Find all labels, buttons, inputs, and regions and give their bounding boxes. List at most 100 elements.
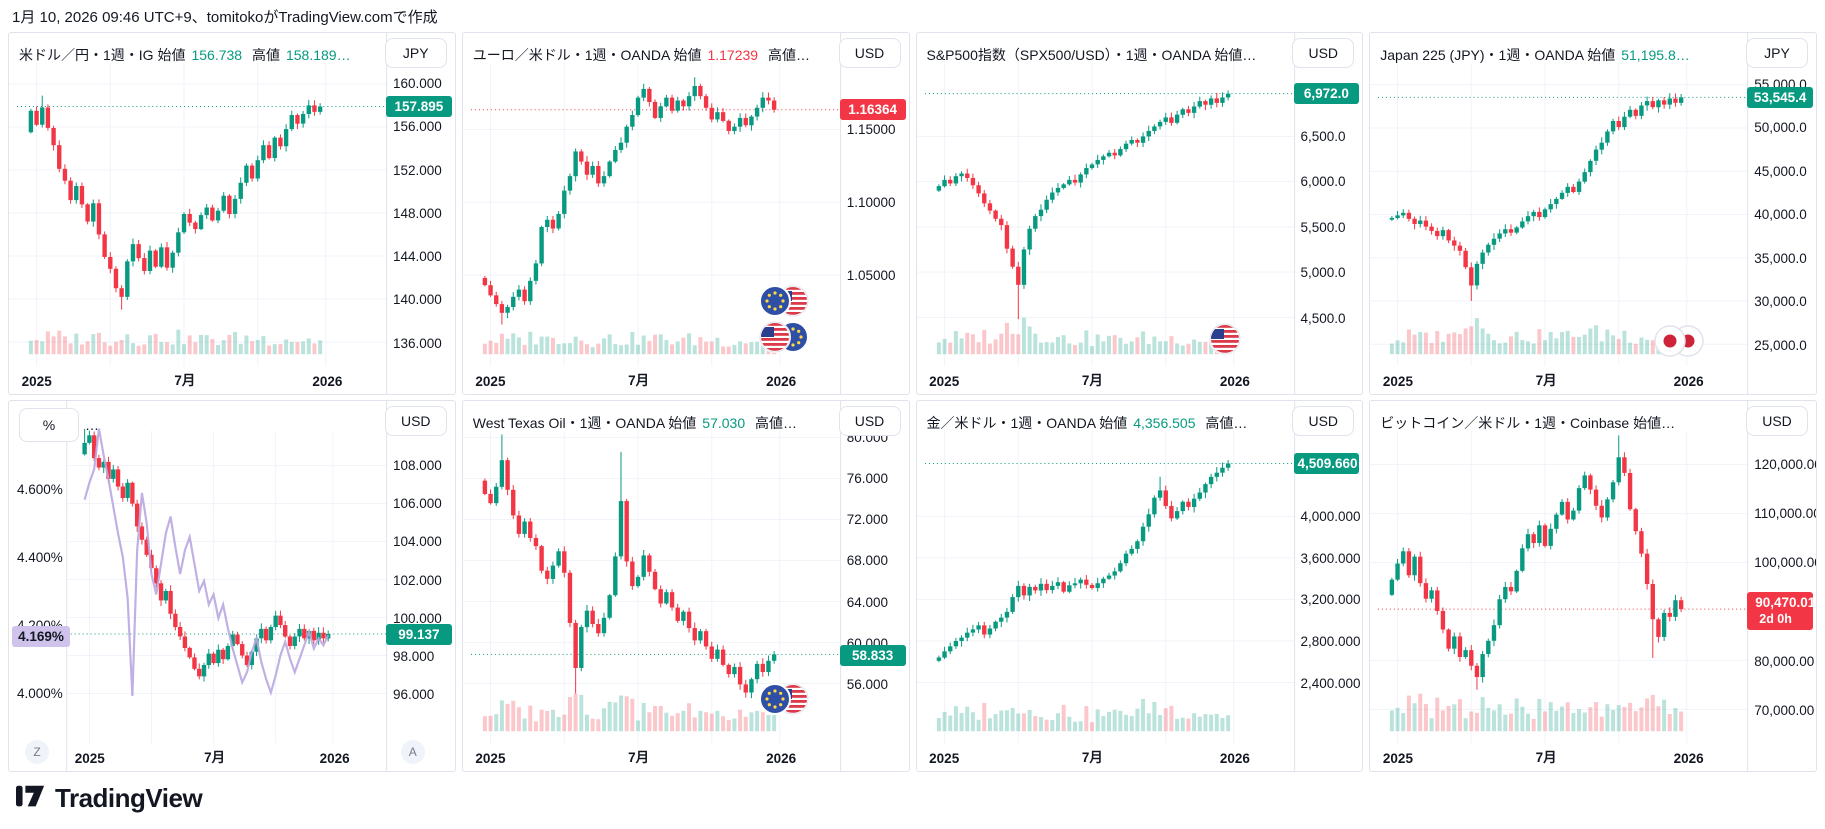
y-tick-label: 100,000.00 bbox=[1754, 555, 1817, 570]
legend-btcusd[interactable]: ビットコイン／米ドル・1週・Coinbase 始値… bbox=[1380, 408, 1730, 438]
title-segment: 1.17239 bbox=[707, 47, 759, 63]
time-scale-jp225[interactable]: 2025 7月 2026 bbox=[1370, 368, 1816, 394]
title-segment: West Texas Oil・1週・OANDA 始値 bbox=[472, 415, 697, 431]
y-tick-label: 1.05000 bbox=[846, 268, 896, 283]
y-tick-label: 64.000 bbox=[846, 595, 889, 610]
legend-spx500[interactable]: S&P500指数（SPX500/USD）・1週・OANDA 始値… bbox=[927, 40, 1277, 70]
x-tick-label: 7月 bbox=[1081, 750, 1103, 765]
y-tick-label: 25,000.0 bbox=[1754, 338, 1807, 353]
x-tick-label: 2025 bbox=[21, 374, 52, 389]
chart-panel-wti: West Texas Oil・1週・OANDA 始値 57.030 高値… USD 8… bbox=[461, 400, 910, 772]
x-tick-label: 2026 bbox=[1219, 751, 1250, 766]
unit-toggle-percent[interactable]: % bbox=[19, 408, 79, 442]
chart-plot-percent-mix[interactable] bbox=[9, 401, 455, 771]
last-price-value: 53,545.4 bbox=[1753, 90, 1807, 105]
time-scale-percent-mix[interactable]: 2025 7月 2026 bbox=[9, 745, 455, 771]
y-tick-label: 100.000 bbox=[393, 611, 442, 626]
legend-eurusd[interactable]: ユーロ／米ドル・1週・OANDA 始値 1.17239 高値… bbox=[473, 40, 823, 70]
y-tick-label: 140.000 bbox=[393, 292, 442, 307]
currency-toggle-jpy[interactable]: JPY bbox=[384, 38, 447, 68]
last-price-badge: 4,509.660 bbox=[1293, 453, 1360, 474]
price-scale-btcusd[interactable] bbox=[1748, 401, 1816, 745]
y-tick-label: 136.000 bbox=[393, 336, 442, 351]
chart-plot-spx500[interactable] bbox=[916, 33, 1363, 394]
y-tick-label: 70,000.00 bbox=[1754, 703, 1815, 718]
y-tick-label: 80,000.00 bbox=[1754, 654, 1815, 669]
chart-grid: 米ドル／円・1週・IG 始値 156.738 高値 158.189… JPY 160.0… bbox=[8, 32, 1817, 772]
y-tick-label: 5,000.0 bbox=[1300, 265, 1346, 280]
last-price-badge: 58.833 bbox=[839, 645, 906, 666]
y-tick-label: 98.000 bbox=[393, 649, 435, 664]
legend-usdjpy[interactable]: 米ドル／円・1週・IG 始値 156.738 高値 158.189… bbox=[19, 40, 369, 70]
time-scale-btcusd[interactable]: 2025 7月 2026 bbox=[1370, 745, 1816, 771]
currency-toggle-usd[interactable]: USD bbox=[1292, 406, 1355, 436]
line-value-badge: 4.169% bbox=[12, 626, 70, 647]
y-tick-label: 4,500.0 bbox=[1300, 311, 1346, 326]
title-segment: S&P500指数（SPX500/USD）・1週・OANDA 始値… bbox=[926, 47, 1257, 63]
creation-note: 1月 10, 2026 09:46 UTC+9、tomitokoがTrading… bbox=[12, 9, 438, 26]
y-tick-label: 152.000 bbox=[393, 163, 442, 178]
y-tick-label: 120,000.00 bbox=[1754, 457, 1817, 472]
y-tick-label: 40,000.0 bbox=[1754, 207, 1807, 222]
time-scale-eurusd[interactable]: 2025 7月 2026 bbox=[463, 368, 909, 394]
x-tick-label: 2025 bbox=[475, 751, 506, 766]
last-price-value: 6,972.0 bbox=[1303, 86, 1349, 101]
title-segment: 高値 bbox=[248, 47, 280, 63]
title-segment: ユーロ／米ドル・1週・OANDA 始値 bbox=[472, 47, 702, 63]
tradingview-logo[interactable]: TradingView bbox=[16, 782, 203, 815]
x-tick-label: 7月 bbox=[1535, 750, 1557, 765]
chart-plot-btcusd[interactable] bbox=[1370, 401, 1816, 771]
title-segment: … bbox=[85, 417, 99, 433]
y-tick-label: 96.000 bbox=[393, 687, 435, 702]
x-tick-label: 2025 bbox=[929, 751, 960, 766]
last-price-badge: 90,470.01 2d 0h bbox=[1747, 592, 1816, 630]
tradingview-wordmark: TradingView bbox=[55, 783, 203, 813]
currency-toggle-usd[interactable]: USD bbox=[1292, 38, 1355, 68]
legend-gold[interactable]: 金／米ドル・1週・OANDA 始値 4,356.505 高値… bbox=[927, 408, 1277, 438]
currency-toggle-usd[interactable]: USD bbox=[838, 38, 901, 68]
last-price-badge: 6,972.0 bbox=[1293, 83, 1360, 104]
title-segment: ビットコイン／米ドル・1週・Coinbase 始値… bbox=[1380, 415, 1676, 431]
time-scale-spx500[interactable]: 2025 7月 2026 bbox=[917, 368, 1363, 394]
y-tick-label: 45,000.0 bbox=[1754, 164, 1807, 179]
chart-plot-wti[interactable] bbox=[462, 401, 909, 771]
x-tick-label: 2025 bbox=[74, 751, 105, 766]
currency-toggle-jpy[interactable]: JPY bbox=[1746, 38, 1808, 68]
last-price-value: 90,470.01 bbox=[1755, 595, 1816, 610]
y-tick-label: 102.000 bbox=[393, 573, 442, 588]
y-tick-label: 30,000.0 bbox=[1754, 294, 1807, 309]
title-segment: 米ドル／円・1週・IG 始値 bbox=[19, 47, 186, 63]
chart-plot-usdjpy[interactable] bbox=[9, 33, 455, 394]
legend-percent-mix[interactable]: %… bbox=[19, 408, 369, 442]
corner-button-z[interactable]: Z bbox=[25, 740, 49, 764]
chart-plot-jp225[interactable] bbox=[1370, 33, 1816, 394]
currency-toggle-usd[interactable]: USD bbox=[384, 406, 447, 436]
last-price-badge: 53,545.4 bbox=[1747, 87, 1813, 108]
x-tick-label: 2026 bbox=[766, 374, 797, 389]
title-segment: 57.030 bbox=[702, 415, 746, 431]
chart-plot-gold[interactable] bbox=[916, 401, 1363, 771]
currency-toggle-usd[interactable]: USD bbox=[1746, 406, 1808, 436]
legend-jp225[interactable]: Japan 225 (JPY)・1週・OANDA 始値 51,195.8… bbox=[1380, 40, 1730, 70]
corner-button-a[interactable]: A bbox=[400, 740, 425, 764]
currency-toggle-usd[interactable]: USD bbox=[838, 406, 901, 436]
title-segment: 金／米ドル・1週・OANDA 始値 bbox=[926, 415, 1128, 431]
y-tick-label: 108.000 bbox=[393, 458, 442, 473]
time-scale-usdjpy[interactable]: 2025 7月 2026 bbox=[9, 368, 455, 394]
y-tick-label: 5,500.0 bbox=[1300, 220, 1346, 235]
legend-wti[interactable]: West Texas Oil・1週・OANDA 始値 57.030 高値… bbox=[473, 408, 823, 438]
chart-panel-btcusd: ビットコイン／米ドル・1週・Coinbase 始値… USD 120,000.00 1… bbox=[1369, 400, 1817, 772]
chart-panel-gold: 金／米ドル・1週・OANDA 始値 4,356.505 高値… USD 4,000.0… bbox=[915, 400, 1364, 772]
y-tick-label: 4.600% bbox=[17, 482, 63, 497]
y-tick-label: 6,500.0 bbox=[1300, 129, 1346, 144]
instrument-logo bbox=[1654, 325, 1704, 362]
chart-panel-usdjpy: 米ドル／円・1週・IG 始値 156.738 高値 158.189… JPY 160.0… bbox=[8, 32, 456, 395]
chart-plot-eurusd[interactable] bbox=[462, 33, 909, 394]
y-tick-label: 4.000% bbox=[17, 686, 63, 701]
time-scale-gold[interactable]: 2025 7月 2026 bbox=[917, 745, 1363, 771]
y-tick-label: 110,000.00 bbox=[1754, 506, 1817, 521]
title-segment: 高値… bbox=[1201, 415, 1248, 431]
time-scale-wti[interactable]: 2025 7月 2026 bbox=[463, 745, 909, 771]
y-tick-label: 1.10000 bbox=[846, 195, 896, 210]
x-tick-label: 2026 bbox=[1673, 374, 1704, 389]
